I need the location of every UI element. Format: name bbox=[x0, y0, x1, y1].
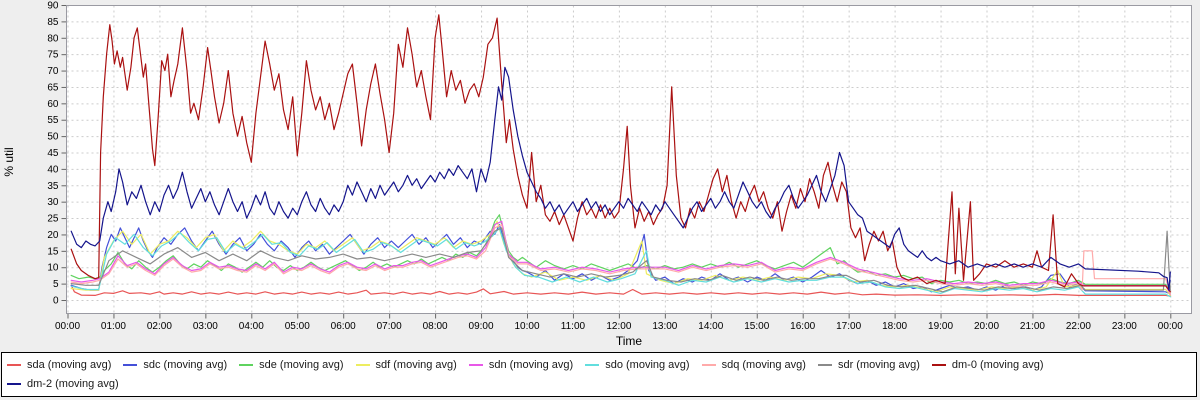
svg-text:01:00: 01:00 bbox=[101, 321, 126, 332]
y-axis-tick-labels: 0 5 10 15 20 25 30 35 40 45 50 55 60 65 70 75 80 85 90 bbox=[47, 1, 59, 307]
legend-swatch-sdf bbox=[355, 363, 370, 366]
chart-canvas: 0 5 10 15 20 25 30 35 40 45 50 55 60 65 70 75 80 85 90 00:0… bbox=[2, 1, 1192, 348]
legend-item-dm-0: dm-0 (moving avg) bbox=[931, 358, 1044, 371]
legend-item-sdr: sdr (moving avg) bbox=[817, 358, 920, 371]
legend-label-sda: sda (moving avg) bbox=[27, 358, 112, 371]
plot-border bbox=[66, 5, 1192, 314]
legend-label-sdr: sdr (moving avg) bbox=[837, 358, 920, 371]
series-line-sda bbox=[70, 284, 1171, 297]
legend-swatch-sdo bbox=[585, 363, 600, 366]
legend-item-dm-2: dm-2 (moving avg) bbox=[7, 378, 119, 390]
axis-ticks bbox=[61, 5, 1172, 319]
legend-label-sdc: sdc (moving avg) bbox=[143, 358, 228, 371]
series-line-dm-0 bbox=[70, 14, 1171, 293]
svg-text:55: 55 bbox=[47, 115, 59, 126]
y-axis-title: % util bbox=[2, 147, 16, 177]
svg-text:21:00: 21:00 bbox=[1020, 321, 1045, 332]
svg-text:90: 90 bbox=[47, 1, 59, 12]
legend-item-sdo: sdo (moving avg) bbox=[585, 358, 690, 371]
legend-item-sdc: sdc (moving avg) bbox=[123, 359, 227, 371]
svg-text:17:00: 17:00 bbox=[836, 321, 861, 332]
legend-swatch-sdq bbox=[701, 363, 716, 366]
legend-item-sdf: sdf (moving avg) bbox=[355, 358, 457, 371]
legend-label-sdf: sdf (moving avg) bbox=[375, 358, 457, 371]
svg-text:14:00: 14:00 bbox=[698, 321, 723, 332]
svg-text:30: 30 bbox=[47, 197, 59, 208]
svg-text:20:00: 20:00 bbox=[974, 321, 999, 332]
legend-swatch-dm-2 bbox=[7, 382, 21, 385]
legend: sda (moving avg) sdc (moving avg) sde (mov… bbox=[1, 352, 1197, 397]
legend-swatch-dm-0 bbox=[931, 363, 946, 366]
legend-row-1: sda (moving avg) sdc (moving avg) sde (mov… bbox=[7, 355, 1191, 374]
series-line-sdo bbox=[70, 227, 1171, 298]
legend-label-sdo: sdo (moving avg) bbox=[605, 358, 690, 371]
legend-item-sde: sde (moving avg) bbox=[239, 358, 344, 371]
svg-text:20: 20 bbox=[47, 230, 59, 241]
svg-text:22:00: 22:00 bbox=[1066, 321, 1091, 332]
svg-text:65: 65 bbox=[47, 82, 59, 93]
svg-text:06:00: 06:00 bbox=[331, 321, 356, 332]
x-axis-tick-labels: 00:00 01:00 02:00 03:00 04:00 05:00 06:00 07:00… bbox=[55, 321, 1183, 332]
svg-text:35: 35 bbox=[47, 181, 59, 192]
plot-svg: 0 5 10 15 20 25 30 35 40 45 50 55 60 65 70 75 80 85 90 00:0… bbox=[47, 1, 1192, 332]
svg-text:03:00: 03:00 bbox=[193, 321, 218, 332]
svg-text:08:00: 08:00 bbox=[423, 321, 448, 332]
svg-text:00:00: 00:00 bbox=[1158, 321, 1183, 332]
legend-label-sde: sde (moving avg) bbox=[259, 358, 344, 371]
svg-text:11:00: 11:00 bbox=[561, 321, 586, 332]
svg-text:02:00: 02:00 bbox=[147, 321, 172, 332]
legend-row-2: dm-2 (moving avg) bbox=[7, 374, 1191, 393]
svg-text:05:00: 05:00 bbox=[285, 321, 310, 332]
svg-text:5: 5 bbox=[53, 279, 59, 290]
legend-label-dm-2: dm-2 (moving avg) bbox=[27, 377, 119, 390]
svg-text:70: 70 bbox=[47, 66, 59, 77]
legend-item-sdn: sdn (moving avg) bbox=[468, 358, 574, 371]
legend-swatch-sda bbox=[7, 363, 21, 366]
svg-text:10:00: 10:00 bbox=[514, 321, 539, 332]
svg-text:85: 85 bbox=[47, 17, 59, 28]
svg-text:23:00: 23:00 bbox=[1112, 321, 1137, 332]
svg-text:40: 40 bbox=[47, 164, 59, 175]
svg-text:80: 80 bbox=[47, 33, 59, 44]
svg-text:15:00: 15:00 bbox=[744, 321, 769, 332]
svg-text:13:00: 13:00 bbox=[652, 321, 677, 332]
svg-text:18:00: 18:00 bbox=[882, 321, 907, 332]
x-axis-title: Time bbox=[615, 334, 643, 348]
legend-swatch-sdn bbox=[468, 363, 483, 366]
legend-item-sda: sda (moving avg) bbox=[7, 359, 111, 371]
svg-text:45: 45 bbox=[47, 148, 59, 159]
series-line-dm-2 bbox=[70, 66, 1171, 291]
svg-text:10: 10 bbox=[47, 263, 59, 274]
legend-label-dm-0: dm-0 (moving avg) bbox=[951, 358, 1044, 371]
svg-text:60: 60 bbox=[47, 99, 59, 110]
legend-swatch-sdr bbox=[817, 363, 832, 366]
svg-text:00:00: 00:00 bbox=[55, 321, 80, 332]
svg-text:16:00: 16:00 bbox=[790, 321, 815, 332]
legend-swatch-sde bbox=[239, 363, 254, 366]
series-line-sdr bbox=[70, 227, 1171, 293]
svg-text:0: 0 bbox=[53, 296, 59, 307]
svg-text:15: 15 bbox=[47, 246, 59, 257]
svg-text:25: 25 bbox=[47, 214, 59, 225]
svg-text:04:00: 04:00 bbox=[239, 321, 264, 332]
legend-label-sdn: sdn (moving avg) bbox=[488, 358, 574, 371]
legend-item-sdq: sdq (moving avg) bbox=[701, 358, 806, 371]
svg-text:12:00: 12:00 bbox=[606, 321, 631, 332]
legend-label-sdq: sdq (moving avg) bbox=[721, 358, 806, 371]
svg-text:75: 75 bbox=[47, 50, 59, 61]
legend-swatch-sdc bbox=[123, 363, 138, 366]
svg-text:19:00: 19:00 bbox=[928, 321, 953, 332]
svg-text:50: 50 bbox=[47, 132, 59, 143]
svg-text:09:00: 09:00 bbox=[469, 321, 494, 332]
svg-text:07:00: 07:00 bbox=[377, 321, 402, 332]
